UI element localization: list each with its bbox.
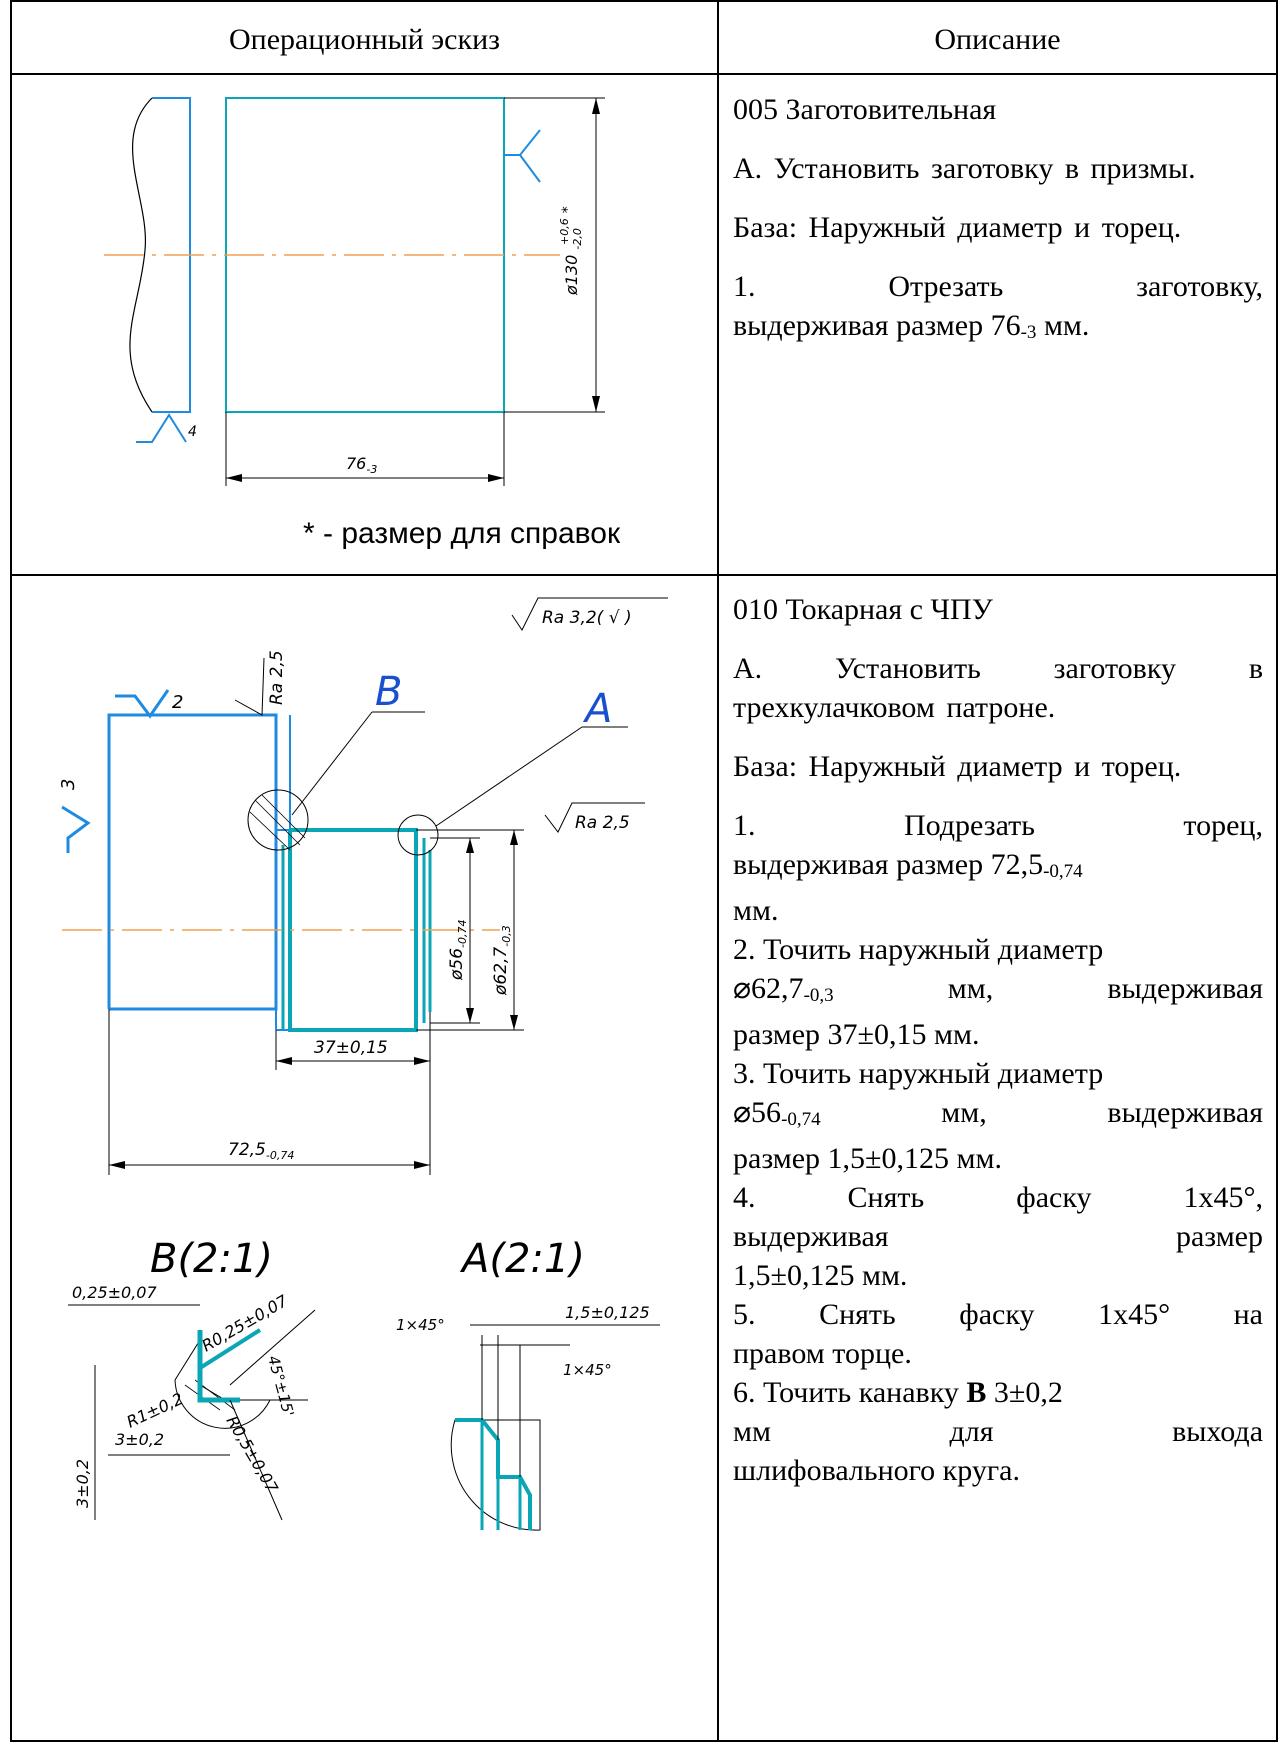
op010-s4-l1: 4. Снять фаску 1х45°, bbox=[733, 1181, 1264, 1214]
table-border-right bbox=[1276, 0, 1278, 1742]
rough-2: 2 bbox=[172, 692, 183, 713]
op005-step-a: А. Установить заготовку в призмы. bbox=[733, 152, 1196, 185]
op010-s2-l3: размер 37±0,15 мм. bbox=[733, 1018, 980, 1051]
op010-step-a: А. Установить заготовку в трехкулачковом… bbox=[733, 652, 1263, 724]
view-a-title: A(2:1) bbox=[459, 1236, 585, 1282]
datum-mark-bottom bbox=[136, 413, 187, 443]
op005-step1-line1: 1. Отрезать заготовку, bbox=[733, 270, 1263, 303]
dim-37: 37±0,15 bbox=[314, 1038, 388, 1058]
op010-s1-l2: выдерживая размер 72,5-0,74 bbox=[733, 848, 1083, 882]
op010-base: База: Наружный диаметр и торец. bbox=[733, 750, 1182, 783]
view-b-title: B(2:1) bbox=[150, 1236, 273, 1282]
b-dim-r05: R0,5±0,07 bbox=[223, 1413, 283, 1497]
b-dim-r025: R0,25±0,07 bbox=[199, 1291, 292, 1356]
part-outline bbox=[107, 713, 278, 1011]
op010-s6-l1: 6. Точить канавку В 3±0,2 bbox=[733, 1376, 1063, 1409]
dim-56: ø56-0,74 bbox=[447, 919, 469, 981]
op010-s5-l1: 5. Снять фаску 1х45° на bbox=[733, 1298, 1263, 1331]
b-dim-r1: R1±0,2 bbox=[124, 1389, 187, 1432]
rough-3: 3 bbox=[58, 779, 79, 790]
reference-note: * - размер для справок bbox=[303, 517, 621, 550]
detail-circle-a bbox=[397, 814, 439, 856]
a-dim-1x45-right: 1×45° bbox=[563, 1361, 612, 1379]
table-border-header bbox=[10, 73, 1278, 75]
b-dim-025: 0,25±0,07 bbox=[72, 1283, 157, 1302]
table-border-middle bbox=[717, 0, 719, 1742]
datum-mark-right bbox=[518, 129, 541, 183]
op005-step1-line2: выдерживая размер 76-3 мм. bbox=[733, 309, 1090, 343]
op010-s3-l1: 3. Точить наружный диаметр bbox=[733, 1057, 1104, 1090]
break-line bbox=[129, 97, 153, 413]
op010-s2-l1: 2. Точить наружный диаметр bbox=[733, 933, 1104, 966]
dim-627: ø62,7-0,3 bbox=[491, 925, 513, 996]
op005-base: База: Наружный диаметр и торец. bbox=[733, 211, 1182, 244]
b-dim-3: 3±0,2 bbox=[115, 1430, 164, 1449]
op010-s6-l3: шлифовального круга. bbox=[733, 1454, 1020, 1487]
dim-length-76: 76-3 bbox=[346, 454, 377, 476]
sketch-005: ø130 -2,0 +0,6 * 4 76-3 bbox=[104, 97, 605, 486]
op010-s5-l2: правом торце. bbox=[733, 1337, 912, 1370]
op010-s3-l3: размер 1,5±0,125 мм. bbox=[733, 1142, 1002, 1175]
table-border-top bbox=[10, 0, 1278, 2]
rough-dia: Ra 2,5 bbox=[575, 813, 630, 833]
dim-725: 72,5-0,74 bbox=[228, 1140, 294, 1162]
label-b: B bbox=[375, 669, 402, 715]
table-border-row1 bbox=[10, 574, 1278, 576]
op010-s6-l2: мм для выхода bbox=[733, 1415, 1264, 1448]
op010-s1-l1: 1. Подрезать торец, bbox=[733, 809, 1263, 842]
header-sketch: Операционный эскиз bbox=[229, 23, 500, 56]
table-border-left bbox=[10, 0, 12, 1742]
op005-title: 005 Заготовительная bbox=[733, 93, 997, 126]
op010-s2-l2: ⌀62,7-0,3 мм, выдерживая bbox=[733, 972, 1263, 1006]
a-dim-1x45-left: 1×45° bbox=[396, 1316, 445, 1334]
op010-s4-l3: 1,5±0,125 мм. bbox=[733, 1259, 908, 1292]
op010-title: 010 Токарная с ЧПУ bbox=[733, 593, 993, 626]
operations-table bbox=[10, 0, 1278, 1742]
turned-step bbox=[276, 715, 291, 831]
rough-4: 4 bbox=[188, 424, 197, 440]
b-dim-45: 45°±15' bbox=[264, 1354, 298, 1419]
op010-s3-l2: ⌀56-0,74 мм, выдерживая bbox=[733, 1096, 1263, 1130]
header-description: Описание bbox=[934, 23, 1061, 56]
sketch-010: Ra 3,2( √ ) B A Ra 2,5 Ra 2,5 2 3 ø56-0,… bbox=[58, 597, 668, 1531]
label-a: A bbox=[582, 686, 612, 732]
op005-description: 005 Заготовительная А. Установить загото… bbox=[733, 90, 1263, 352]
a-dim-15: 1,5±0,125 bbox=[565, 1303, 650, 1322]
rough-top: Ra 3,2( √ ) bbox=[542, 608, 632, 628]
op010-description: 010 Токарная с ЧПУ А. Установить заготов… bbox=[733, 590, 1263, 1490]
table-border-bottom bbox=[10, 1740, 1278, 1742]
rough-face: Ra 2,5 bbox=[267, 650, 287, 705]
op010-s4-l2: выдерживая размер bbox=[733, 1220, 1263, 1253]
op010-s1-l3: мм. bbox=[733, 894, 779, 927]
dim-diameter-130: ø130 -2,0 +0,6 * bbox=[553, 206, 585, 296]
b-dim-3v: 3±0,2 bbox=[73, 1459, 92, 1508]
detail-circle-b bbox=[247, 789, 309, 851]
